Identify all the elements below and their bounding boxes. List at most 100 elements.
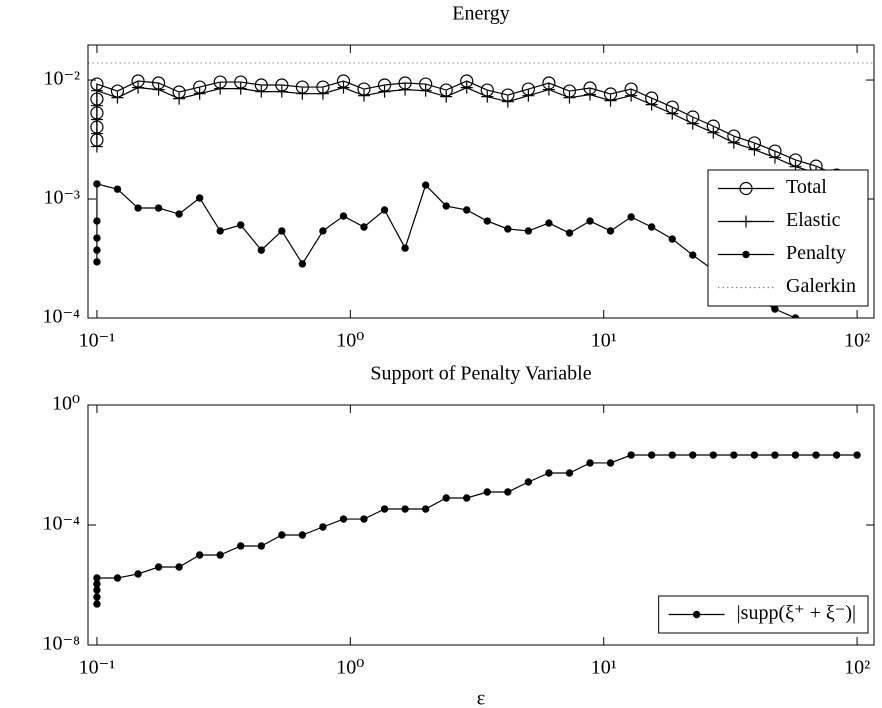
marker: [748, 143, 761, 156]
marker: [257, 246, 265, 254]
marker: [132, 81, 145, 94]
marker: [689, 451, 697, 459]
marker: [90, 113, 103, 126]
x-tick-label: 10⁰: [336, 330, 364, 352]
marker: [399, 83, 412, 96]
marker: [853, 451, 861, 459]
marker: [195, 551, 204, 559]
marker: [421, 181, 430, 189]
marker: [214, 82, 227, 95]
legend-marker: [739, 181, 753, 196]
marker: [707, 126, 720, 139]
marker: [93, 580, 101, 588]
marker: [686, 117, 699, 130]
marker: [134, 204, 142, 212]
y-tick-label: 10⁻²: [43, 68, 80, 90]
marker: [668, 235, 676, 243]
marker: [854, 351, 860, 357]
marker: [709, 451, 717, 459]
marker: [522, 89, 535, 102]
marker: [584, 88, 597, 101]
marker: [93, 593, 101, 601]
marker: [337, 81, 350, 94]
marker: [563, 91, 576, 104]
marker: [647, 451, 656, 459]
marker: [565, 469, 574, 477]
marker: [504, 225, 512, 233]
marker: [627, 451, 635, 459]
marker: [483, 217, 491, 225]
marker: [193, 87, 206, 100]
marker: [442, 494, 450, 502]
marker: [833, 339, 839, 345]
legend-marker: [692, 610, 701, 619]
marker: [216, 551, 224, 559]
marker: [275, 85, 288, 98]
marker: [173, 92, 186, 105]
marker: [750, 451, 759, 459]
legend: Total Elastic Penalty Galerkin: [707, 169, 869, 307]
marker: [296, 87, 309, 100]
marker: [360, 515, 368, 523]
marker: [460, 81, 473, 94]
marker: [604, 94, 617, 107]
x-tick-label: 10⁻¹: [79, 657, 116, 679]
marker: [647, 223, 656, 231]
chart-title: Energy: [452, 3, 509, 25]
marker: [483, 488, 491, 496]
marker: [278, 531, 286, 539]
x-tick-label: 10⁰: [336, 657, 364, 679]
marker: [298, 260, 307, 268]
marker: [689, 251, 697, 259]
marker: [586, 459, 594, 467]
marker: [565, 229, 574, 237]
marker: [316, 87, 329, 100]
plot-area: [88, 62, 874, 357]
marker: [234, 82, 247, 95]
marker: [401, 244, 409, 252]
marker: [134, 570, 142, 578]
marker: [360, 223, 368, 231]
marker: [339, 515, 348, 523]
marker: [257, 542, 265, 550]
marker: [771, 305, 779, 313]
marker: [832, 451, 841, 459]
marker: [378, 85, 391, 98]
marker: [730, 451, 738, 459]
marker: [93, 586, 101, 594]
axes-box: [87, 44, 875, 319]
marker: [463, 494, 471, 502]
marker: [645, 98, 658, 111]
series-line: [96, 454, 858, 604]
marker: [175, 210, 183, 218]
marker: [93, 180, 101, 188]
legend-box: [707, 169, 869, 307]
marker: [771, 451, 779, 459]
marker: [812, 451, 820, 459]
marker: [791, 451, 800, 459]
chart-title: Support of Penalty Variable: [370, 363, 591, 385]
series-line: [96, 80, 858, 185]
marker: [524, 478, 533, 486]
marker: [524, 227, 533, 235]
axes-box: [87, 404, 875, 646]
x-tick-label: 10¹: [591, 657, 617, 679]
marker: [111, 91, 124, 104]
plot-area: [93, 451, 861, 608]
marker: [90, 140, 103, 153]
marker: [93, 258, 101, 266]
marker: [668, 451, 676, 459]
marker: [93, 600, 101, 608]
marker: [768, 151, 781, 164]
marker: [463, 206, 471, 214]
legend-label: Galerkin: [786, 275, 856, 297]
marker: [380, 206, 389, 214]
marker: [357, 89, 370, 102]
marker: [440, 90, 453, 103]
marker: [175, 563, 183, 571]
marker: [442, 202, 450, 210]
marker: [93, 234, 101, 242]
x-tick-label: 10²: [844, 330, 870, 352]
marker: [481, 90, 494, 103]
